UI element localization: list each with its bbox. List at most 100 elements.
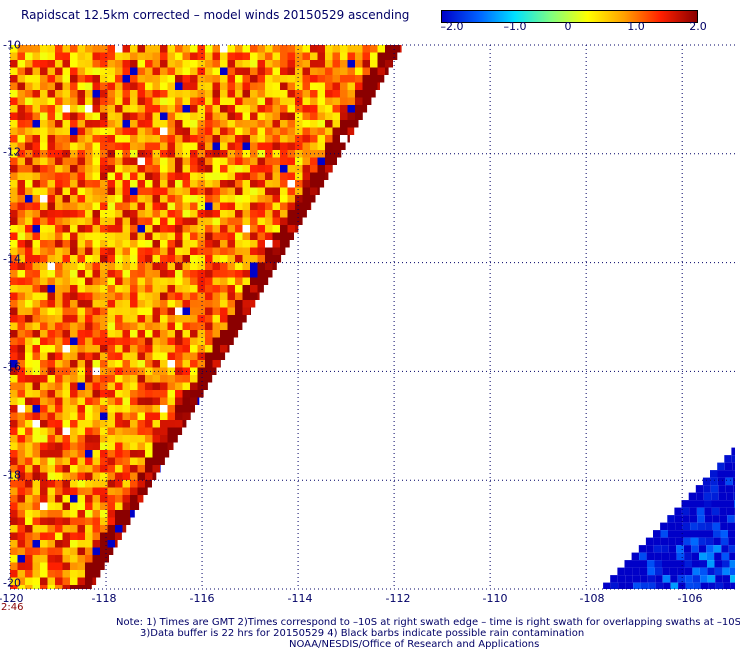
swath-cell (175, 112, 183, 120)
swath-cell (731, 447, 735, 456)
swath-cell (40, 97, 48, 105)
swath-cell (10, 532, 18, 540)
swath-cell (10, 307, 18, 315)
swath-cell (55, 187, 63, 195)
swath-cell (107, 142, 115, 150)
swath-cell (265, 135, 273, 143)
swath-cell (107, 555, 109, 563)
swath-cell (77, 337, 85, 345)
swath-cell (272, 180, 280, 188)
swath-cell (145, 150, 153, 158)
swath-cell (302, 105, 310, 113)
swath-cell (92, 412, 100, 420)
swath-cell (732, 462, 735, 471)
swath-cell (85, 330, 93, 338)
swath-cell (107, 292, 115, 300)
swath-cell (227, 157, 235, 165)
swath-cell (62, 240, 70, 248)
swath-cell (77, 165, 85, 173)
swath-cell (152, 255, 160, 263)
swath-cell (272, 217, 280, 225)
swath-cell (724, 462, 733, 471)
swath-cell (137, 67, 145, 75)
swath-cell (25, 105, 33, 113)
swath-cell (242, 292, 250, 300)
swath-cell (25, 52, 33, 60)
swath-cell (100, 255, 108, 263)
swath-cell (677, 575, 686, 583)
swath-cell (167, 75, 175, 83)
swath-cell (280, 90, 288, 98)
swath-cell (55, 570, 63, 578)
swath-cell (25, 427, 33, 435)
swath-cell (70, 277, 78, 285)
swath-cell (182, 322, 190, 330)
swath-cell (190, 405, 195, 413)
swath-cell (167, 97, 175, 105)
swath-cell (122, 90, 130, 98)
swath-cell (152, 232, 160, 240)
swath-cell (175, 420, 183, 428)
swath-cell (55, 202, 63, 210)
swath-cell (122, 427, 130, 435)
swath-cell (167, 202, 175, 210)
swath-cell (77, 525, 85, 533)
swath-cell (92, 352, 100, 360)
swath-cell (25, 525, 33, 533)
swath-cell (47, 375, 55, 383)
swath-cell (32, 345, 40, 353)
swath-cell (85, 285, 93, 293)
swath-cell (265, 45, 273, 53)
swath-cell (130, 510, 135, 518)
swath-cell (25, 225, 33, 233)
swath-cell (122, 195, 130, 203)
swath-cell (115, 172, 123, 180)
swath-cell (272, 45, 280, 53)
swath-cell (145, 450, 153, 458)
swath-cell (32, 82, 40, 90)
swath-cell (17, 60, 25, 68)
swath-cell (100, 172, 108, 180)
swath-cell (70, 322, 78, 330)
swath-cell (145, 397, 153, 405)
swath-cell (85, 367, 93, 375)
swath-cell (295, 60, 303, 68)
swath-cell (160, 240, 168, 248)
swath-cell (220, 142, 228, 150)
swath-cell (712, 522, 721, 531)
swath-cell (197, 142, 205, 150)
swath-cell (130, 412, 138, 420)
swath-cell (152, 262, 160, 270)
swath-cell (115, 165, 123, 173)
swath-cell (122, 435, 130, 443)
swath-cell (160, 172, 168, 180)
swath-cell (122, 472, 130, 480)
swath-cell (272, 82, 280, 90)
swath-cell (40, 585, 48, 589)
swath-cell (212, 232, 220, 240)
swath-cell (205, 307, 213, 315)
swath-cell (370, 75, 378, 83)
swath-cell (32, 577, 40, 585)
swath-cell (235, 232, 243, 240)
swath-cell (250, 180, 258, 188)
swath-cell (47, 502, 55, 510)
swath-cell (663, 582, 671, 589)
swath-cell (197, 300, 205, 308)
swath-cell (182, 330, 190, 338)
swath-cell (85, 382, 93, 390)
swath-cell (302, 180, 310, 188)
swath-cell (152, 345, 160, 353)
swath-cell (107, 315, 115, 323)
swath-cell (227, 217, 235, 225)
swath-cell (85, 180, 93, 188)
swath-cell (250, 150, 258, 158)
swath-cell (160, 180, 168, 188)
swath-cell (362, 67, 370, 75)
swath-cell (175, 67, 183, 75)
swath-cell (632, 560, 640, 568)
swath-cell (190, 367, 198, 375)
swath-cell (265, 202, 273, 210)
swath-cell (40, 540, 48, 548)
swath-cell (62, 352, 70, 360)
